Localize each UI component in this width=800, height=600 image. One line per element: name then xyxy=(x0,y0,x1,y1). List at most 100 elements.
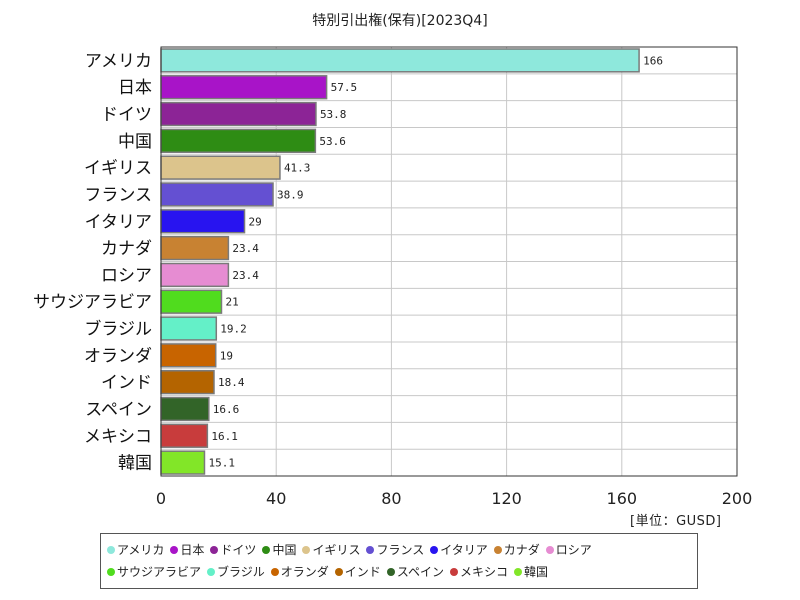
legend-label: カナダ xyxy=(503,543,540,557)
x-tick-label: 200 xyxy=(722,489,753,508)
plot-border xyxy=(160,46,738,477)
legend-item: ブラジル xyxy=(207,561,265,583)
legend-marker xyxy=(366,546,375,554)
legend-label: アメリカ xyxy=(117,543,165,557)
bar-value-label: 38.9 xyxy=(277,188,304,201)
bar xyxy=(160,101,317,127)
bar-value-label: 18.4 xyxy=(218,376,245,389)
legend: アメリカ 日本 ドイツ 中国 イギリス フランス イタリア カナダ ロシアサウジアラビア ブラジル… xyxy=(100,533,698,589)
bar-value-label: 57.5 xyxy=(331,81,358,94)
legend-item: メキシコ xyxy=(449,561,508,583)
legend-label: ドイツ xyxy=(220,543,257,557)
legend-item: インド xyxy=(334,561,381,583)
category-label: スペイン xyxy=(85,400,152,420)
bar-value-label: 23.4 xyxy=(232,242,259,255)
legend-marker xyxy=(107,568,115,576)
legend-marker xyxy=(302,546,311,554)
legend-label: 韓国 xyxy=(524,565,549,579)
legend-marker xyxy=(207,568,216,576)
category-label: フランス xyxy=(84,185,152,205)
legend-label: 日本 xyxy=(180,543,205,557)
legend-item: サウジアラビア xyxy=(107,561,201,583)
legend-label: インド xyxy=(344,565,381,579)
bar xyxy=(160,48,640,73)
legend-item: イギリス xyxy=(302,539,360,561)
legend-item: ドイツ xyxy=(210,539,256,561)
legend-item: アメリカ xyxy=(107,539,164,561)
category-label: インド xyxy=(101,373,152,393)
legend-item: フランス xyxy=(366,539,424,561)
legend-label: サウジアラビア xyxy=(117,565,202,579)
legend-label: イタリア xyxy=(440,543,488,557)
legend-marker xyxy=(514,568,522,576)
legend-label: メキシコ xyxy=(459,565,508,579)
category-label: 韓国 xyxy=(118,454,152,474)
legend-item: カナダ xyxy=(493,539,540,561)
legend-marker xyxy=(210,546,219,554)
bar xyxy=(160,396,210,422)
legend-label: フランス xyxy=(376,543,425,557)
legend-label: ロシア xyxy=(555,543,592,557)
legend-marker xyxy=(449,568,458,576)
legend-item: 中国 xyxy=(262,539,296,561)
bar-value-label: 19.2 xyxy=(220,323,247,336)
x-tick-label: 120 xyxy=(491,489,522,508)
legend-label: ブラジル xyxy=(217,565,265,579)
bar xyxy=(160,182,274,207)
category-label: ブラジル xyxy=(84,319,152,340)
bar xyxy=(160,343,217,368)
category-label: 日本 xyxy=(118,78,152,98)
legend-marker xyxy=(170,546,179,554)
unit-label: [単位：GUSD] xyxy=(630,514,722,529)
legend-item: スペイン xyxy=(386,561,444,583)
category-label: 中国 xyxy=(118,132,152,152)
legend-marker xyxy=(334,568,343,576)
bar-value-label: 53.6 xyxy=(319,135,346,148)
legend-marker xyxy=(386,568,395,576)
legend-label: スペイン xyxy=(396,565,444,579)
legend-marker xyxy=(107,546,115,554)
bar xyxy=(160,370,215,395)
legend-item: イタリア xyxy=(430,539,488,561)
bar-value-label: 21 xyxy=(225,296,238,309)
bar xyxy=(160,316,218,341)
bar-value-label: 41.3 xyxy=(284,162,311,175)
legend-item: ロシア xyxy=(545,539,592,561)
legend-marker xyxy=(430,546,439,554)
category-label: サウジアラビア xyxy=(33,293,152,313)
x-tick-label: 160 xyxy=(607,489,638,508)
bar-value-label: 166 xyxy=(643,54,663,67)
legend-marker xyxy=(493,546,502,554)
bar-value-label: 23.4 xyxy=(232,269,259,282)
bar xyxy=(160,128,317,153)
legend-marker xyxy=(545,546,554,554)
bar xyxy=(160,423,209,448)
bar-value-label: 53.8 xyxy=(320,108,347,121)
category-label: イギリス xyxy=(84,159,152,179)
category-label: カナダ xyxy=(101,239,152,259)
bar xyxy=(160,235,230,261)
legend-item: 日本 xyxy=(170,539,204,561)
bar xyxy=(160,75,328,100)
bar-value-label: 29 xyxy=(249,215,262,228)
chart-title: 特別引出権(保有)[2023Q4] xyxy=(312,13,488,29)
bar xyxy=(160,209,246,234)
bar xyxy=(160,262,230,288)
bar xyxy=(160,450,206,475)
x-tick-label: 80 xyxy=(381,489,401,508)
x-tick-label: 40 xyxy=(266,489,286,508)
legend-marker xyxy=(262,546,271,554)
legend-item: 韓国 xyxy=(514,561,548,583)
legend-item: オランダ xyxy=(270,561,329,583)
bar-value-label: 15.1 xyxy=(208,457,235,470)
category-label: オランダ xyxy=(84,346,152,366)
category-label: イタリア xyxy=(85,212,152,232)
bar xyxy=(160,289,223,314)
bar-value-label: 16.1 xyxy=(211,430,238,443)
category-label: アメリカ xyxy=(85,51,152,71)
category-label: ロシア xyxy=(101,266,152,286)
legend-label: イギリス xyxy=(312,543,361,557)
bar-value-label: 16.6 xyxy=(213,403,240,416)
bar xyxy=(160,155,281,180)
